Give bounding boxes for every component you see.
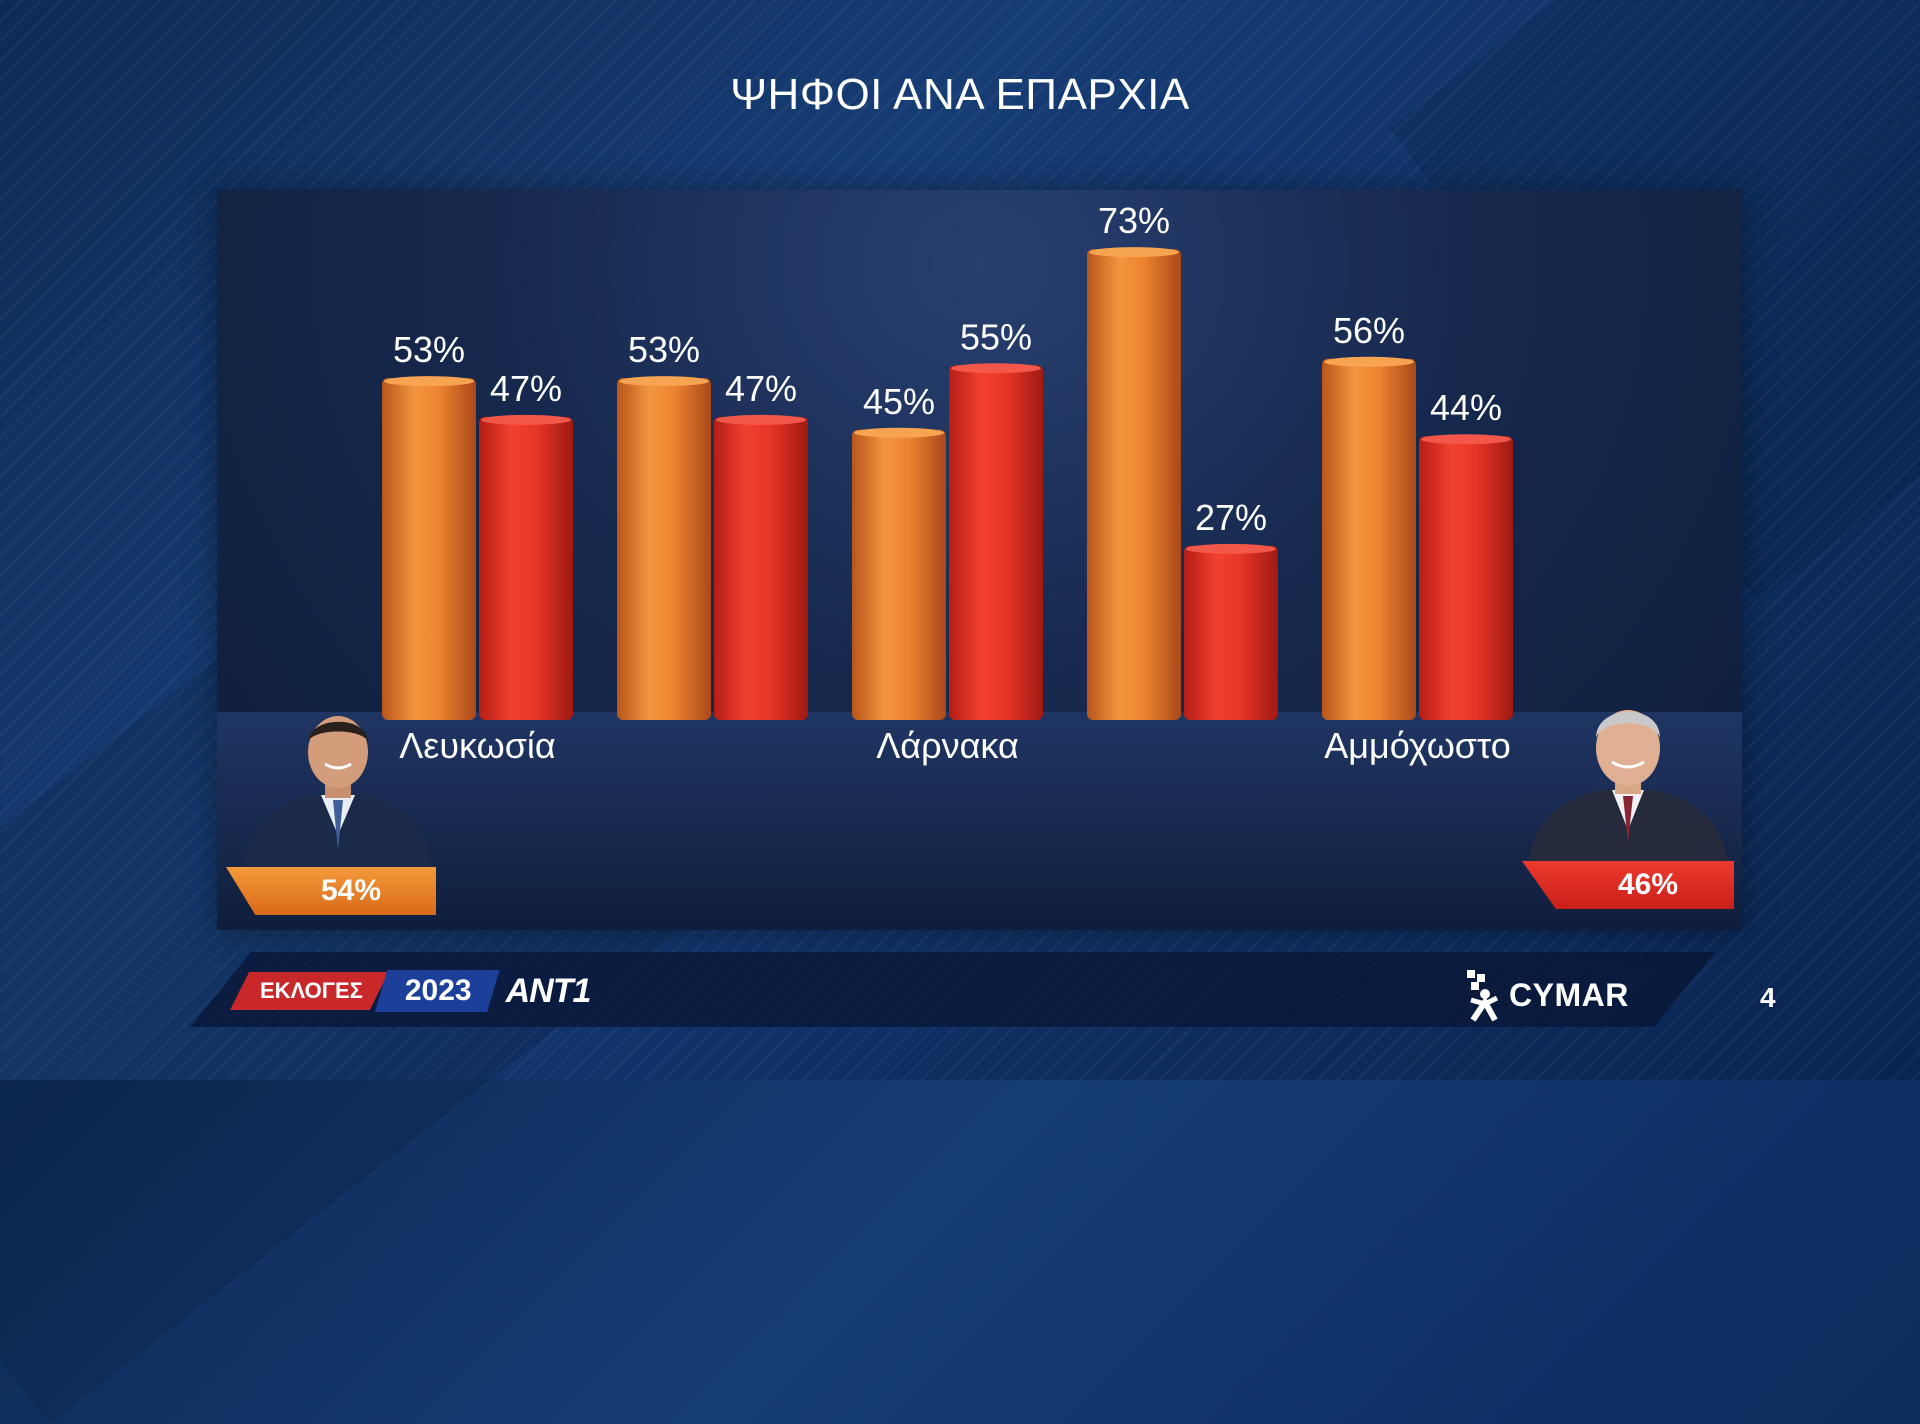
candidate-left-percent: 54% (226, 867, 436, 915)
category-label-1: Λευκωσία (399, 725, 555, 766)
bar-cap-3-series-1 (854, 427, 944, 438)
bar-5-series-1 (1322, 358, 1416, 720)
data-label-3-series-2: 55% (960, 316, 1032, 357)
category-label-3: Λάρνακα (876, 725, 1019, 766)
candidate-right-photo (1528, 710, 1728, 864)
data-label-1-series-1: 53% (393, 329, 465, 370)
bar-cap-4-series-1 (1089, 247, 1179, 258)
bar-cap-5-series-1 (1324, 356, 1414, 367)
elections-logo: ΕΚΛΟΓΕΣ 2023 ANT1 (230, 970, 592, 1012)
labels-group: 53% 47% 53% 47% 45% 55% 73% 27% 56% 44% (393, 200, 1502, 538)
broadcaster-logo: ANT1 (505, 971, 592, 1010)
data-label-5-series-1: 56% (1333, 310, 1405, 351)
data-label-3-series-1: 45% (863, 381, 935, 422)
bar-cap-1-series-2 (481, 414, 571, 425)
pollster-icon (1467, 970, 1499, 1022)
page-title: ΨΗΦΟΙ ΑΝΑ ΕΠΑΡΧΙΑ (730, 70, 1190, 119)
data-label-4-series-1: 73% (1098, 200, 1170, 241)
bar-cap-4-series-2 (1186, 543, 1276, 554)
data-label-2-series-2: 47% (725, 368, 797, 409)
bar-3-series-2 (949, 365, 1043, 720)
bar-cap-5-series-2 (1421, 434, 1511, 445)
data-label-2-series-1: 53% (628, 329, 700, 370)
bar-1-series-2 (479, 416, 573, 720)
bar-4-series-1 (1087, 249, 1181, 720)
candidate-right-percent: 46% (1522, 861, 1734, 909)
bar-2-series-1 (617, 378, 711, 720)
page-number: 4 (1760, 982, 1776, 1013)
bar-4-series-2 (1184, 545, 1278, 720)
category-labels-group: Λευκωσία Λάρνακα Αμμόχωστο (399, 725, 1511, 766)
candidate-left-photo (243, 716, 433, 870)
bar-cap-3-series-2 (951, 363, 1041, 374)
elections-label: ΕΚΛΟΓΕΣ (230, 972, 389, 1010)
category-label-5: Αμμόχωστο (1324, 725, 1511, 766)
elections-year: 2023 (374, 970, 500, 1012)
bar-cap-2-series-2 (716, 414, 806, 425)
pollster-logo: CYMAR (1463, 968, 1629, 1022)
bars-group (382, 247, 1513, 720)
bar-cap-1-series-1 (384, 376, 474, 387)
bar-1-series-1 (382, 378, 476, 720)
bar-cap-2-series-1 (619, 376, 709, 387)
bar-chart: 53%47%53%47% 45%55%73%27%56%44% Λευκωσία Λ… (217, 200, 1742, 930)
pollster-name: CYMAR (1509, 976, 1629, 1013)
data-label-5-series-2: 44% (1430, 387, 1502, 428)
bar-5-series-2 (1419, 436, 1513, 720)
bar-2-series-2 (714, 416, 808, 720)
data-label-1-series-2: 47% (490, 368, 562, 409)
chart-panel: 53% 47% 53% 47% 45% 55% 73% 27% 56% 44% Λευκωσία Λ… (217, 190, 1742, 930)
bar-3-series-1 (852, 429, 946, 720)
chart-floor (217, 712, 1742, 930)
data-label-4-series-2: 27% (1195, 497, 1267, 538)
